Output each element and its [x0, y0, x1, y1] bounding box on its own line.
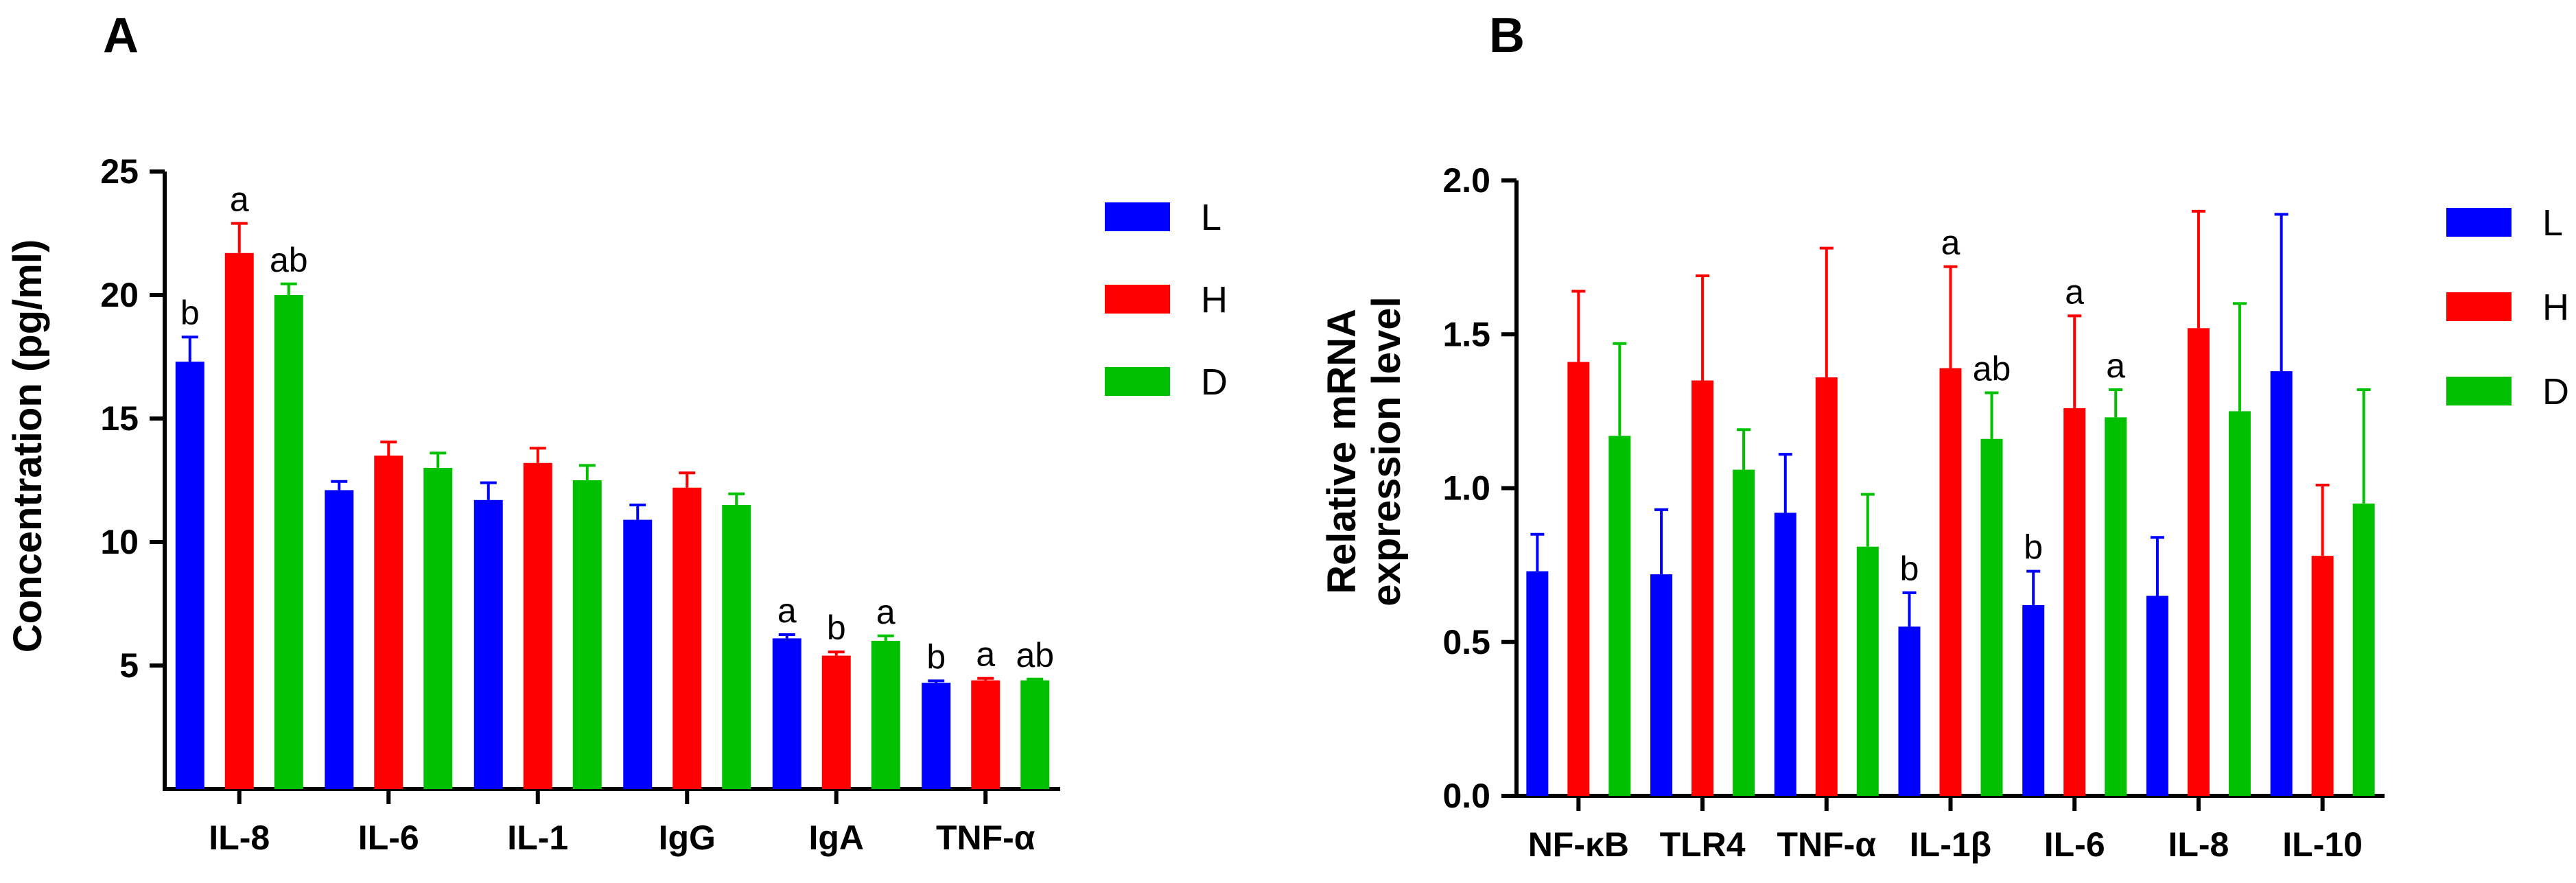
bar-D-IgG: [722, 505, 751, 789]
y-axis-title-a: Concentration (pg/ml): [5, 239, 50, 653]
bar-L-IL-6: [325, 490, 354, 789]
bar-D-IL-8: [274, 295, 303, 789]
legend-label-H: H: [1201, 279, 1228, 320]
bar-D-IgA: [871, 641, 900, 789]
y-axis-title-b-line2: expression level: [1364, 296, 1409, 606]
bar-L-NF-κB: [1526, 571, 1549, 796]
significance-label: a: [1941, 224, 1960, 262]
bar-D-IL-1β: [1980, 438, 2003, 796]
significance-label: a: [230, 180, 249, 219]
bar-D-IL-6: [423, 468, 453, 789]
x-tick-label: NF-κB: [1528, 825, 1629, 864]
bar-H-TLR4: [1691, 380, 1714, 796]
significance-label: b: [2024, 528, 2043, 567]
bar-H-TNF-α: [1815, 377, 1838, 796]
y-tick-label: 0.5: [1442, 623, 1490, 661]
bar-D-IL-6: [2105, 417, 2127, 796]
bar-L-IgG: [623, 519, 653, 789]
bar-H-TNF-α: [971, 680, 1000, 789]
bar-D-IL-10: [2352, 503, 2375, 796]
y-tick-label: 20: [100, 276, 139, 314]
x-tick-label: TLR4: [1660, 825, 1746, 864]
legend-label-L: L: [2542, 202, 2563, 244]
x-tick-label: IL-1: [507, 819, 568, 857]
bar-L-TNF-α: [922, 683, 951, 789]
significance-label: ab: [1973, 349, 2011, 388]
bar-L-IL-6: [2022, 604, 2045, 796]
significance-label: a: [976, 635, 995, 674]
x-tick-label: IL-8: [2168, 825, 2229, 864]
bar-L-IL-8: [2146, 596, 2168, 796]
bar-H-IL-8: [2187, 328, 2210, 796]
bar-L-IL-10: [2270, 371, 2293, 796]
bar-H-IL-8: [224, 252, 254, 789]
x-tick-label: IgG: [659, 819, 716, 857]
bar-D-TNF-α: [1020, 680, 1050, 789]
y-axis-title-b-line1: Relative mRNA: [1320, 309, 1364, 594]
panel-label-b: B: [1489, 8, 1525, 63]
bar-D-TNF-α: [1856, 546, 1879, 796]
significance-label: b: [926, 637, 946, 676]
x-tick-label: IgA: [808, 819, 864, 857]
x-tick-label: IL-8: [209, 819, 270, 857]
legend-swatch-H: [2446, 292, 2511, 321]
x-tick-label: IL-6: [2044, 825, 2105, 864]
bar-H-IgA: [821, 655, 851, 789]
legend-label-D: D: [1201, 362, 1228, 403]
significance-label: b: [180, 294, 200, 332]
bar-H-IL-6: [374, 456, 403, 789]
bar-H-NF-κB: [1567, 362, 1590, 796]
x-tick-label: TNF-α: [1777, 825, 1876, 864]
legend-swatch-D: [1105, 367, 1170, 396]
bar-L-TNF-α: [1774, 513, 1796, 796]
y-tick-label: 0.0: [1442, 777, 1490, 815]
legend-swatch-D: [2446, 377, 2511, 405]
bar-D-NF-κB: [1608, 436, 1631, 796]
panel-label-a: A: [103, 8, 139, 63]
bar-H-IL-1β: [1939, 368, 1962, 796]
bar-H-IL-6: [2063, 408, 2086, 796]
x-tick-label: TNF-α: [936, 819, 1035, 857]
significance-label: ab: [270, 241, 308, 279]
bar-H-IL-10: [2311, 556, 2334, 796]
legend-swatch-H: [1105, 285, 1170, 314]
y-tick-label: 1.0: [1442, 469, 1490, 508]
significance-label: a: [876, 593, 895, 631]
bar-D-IL-1: [572, 480, 602, 789]
significance-label: a: [2065, 272, 2084, 311]
significance-label: ab: [1016, 636, 1054, 674]
bar-H-IL-1: [523, 462, 552, 789]
x-tick-label: IL-1β: [1910, 825, 1991, 864]
y-tick-label: 1.5: [1442, 315, 1490, 353]
y-tick-label: 10: [100, 523, 139, 561]
x-tick-label: IL-6: [358, 819, 419, 857]
chart-b: 0.00.51.01.52.0NF-κB TLR4 TNF-α IL-1βbaabIL…: [1442, 161, 2569, 864]
significance-label: a: [2106, 346, 2125, 385]
bar-H-IgG: [672, 487, 702, 789]
y-tick-label: 2.0: [1442, 161, 1490, 200]
legend-swatch-L: [2446, 208, 2511, 237]
x-tick-label: IL-10: [2282, 825, 2363, 864]
legend-label-H: H: [2542, 287, 2569, 328]
y-tick-label: 15: [100, 399, 139, 438]
legend-swatch-L: [1105, 202, 1170, 231]
bar-L-IgA: [772, 638, 801, 789]
bar-L-IL-1: [473, 499, 503, 789]
significance-label: a: [777, 591, 797, 630]
bar-L-IL-8: [175, 362, 204, 789]
y-tick-label: 25: [100, 152, 139, 191]
legend-label-L: L: [1201, 197, 1221, 238]
bar-D-TLR4: [1733, 469, 1755, 796]
y-tick-label: 5: [119, 646, 139, 685]
significance-label: b: [827, 609, 846, 647]
bar-L-TLR4: [1650, 574, 1673, 796]
legend-label-D: D: [2542, 371, 2569, 412]
bar-L-IL-1β: [1898, 626, 1921, 796]
significance-label: b: [1900, 550, 1919, 588]
bar-D-IL-8: [2228, 411, 2251, 796]
